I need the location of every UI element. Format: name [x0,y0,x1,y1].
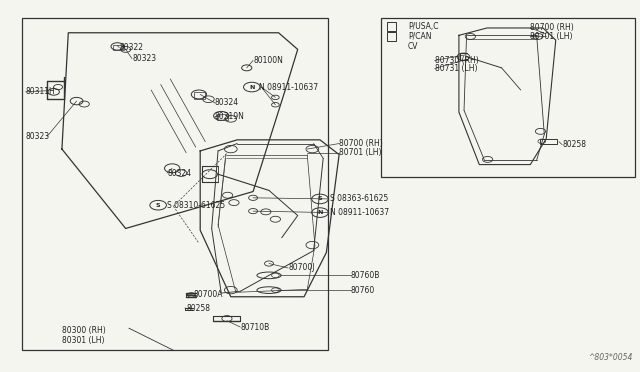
Text: 80730 (RH): 80730 (RH) [435,56,479,65]
Text: 80760: 80760 [351,286,375,295]
Text: S 08363-61625: S 08363-61625 [330,195,388,203]
Text: N: N [249,84,255,90]
Text: 80731 (LH): 80731 (LH) [435,64,477,73]
Text: 80258: 80258 [562,140,586,149]
Text: P/USA,C: P/USA,C [408,22,438,31]
Text: 80710B: 80710B [241,323,269,331]
Text: S: S [317,196,323,201]
Text: 80258: 80258 [186,304,210,313]
Text: 80300 (RH): 80300 (RH) [62,326,106,335]
Text: 80324: 80324 [215,99,239,108]
Text: 80701 (LH): 80701 (LH) [531,32,573,41]
Text: N: N [317,210,323,215]
Text: N 08911-10637: N 08911-10637 [259,83,319,92]
Text: 80700 (RH): 80700 (RH) [339,139,383,148]
Text: 80700A: 80700A [194,291,223,299]
Text: 80700J: 80700J [288,263,315,272]
Text: 80700 (RH): 80700 (RH) [531,23,574,32]
Text: 80322: 80322 [119,43,143,52]
Text: P/CAN: P/CAN [408,32,431,41]
Text: S: S [156,203,161,208]
Text: 80311H: 80311H [26,87,55,96]
Text: N 08911-10637: N 08911-10637 [330,208,388,217]
Text: 80324: 80324 [167,169,191,177]
Text: ^803*0054: ^803*0054 [588,353,632,362]
Text: 80100N: 80100N [253,56,283,65]
Text: 80323: 80323 [26,132,50,141]
Text: 80323: 80323 [132,54,156,63]
Text: S 08310-61625: S 08310-61625 [167,201,225,210]
Text: CV: CV [408,42,419,51]
Text: 80301 (LH): 80301 (LH) [62,336,104,345]
Text: 80760B: 80760B [351,271,380,280]
Text: 80701 (LH): 80701 (LH) [339,148,381,157]
Text: 80319N: 80319N [215,112,244,121]
